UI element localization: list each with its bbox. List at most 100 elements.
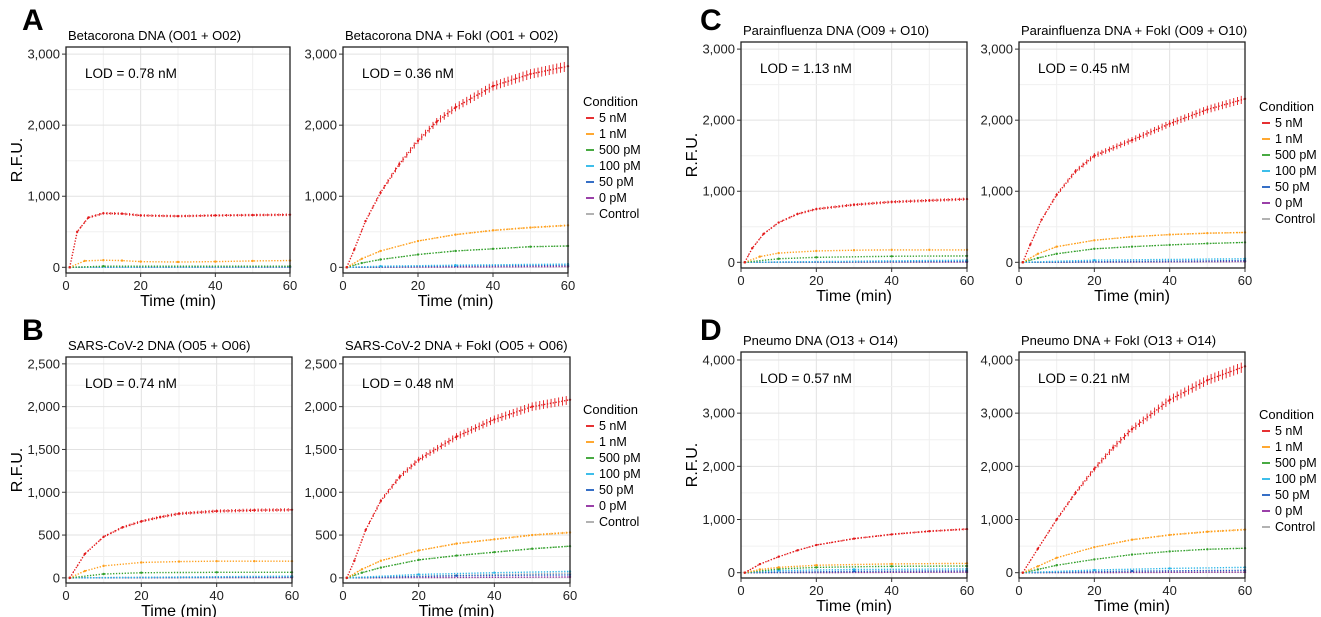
legend-3: Condition 5 nM 1 nM 500 pM 100 pM 50 pM 0 pM Co… [1259,99,1317,226]
plot-3: SARS-CoV-2 DNA (O05 + O06) 0 500 1,000 1,500… [9,338,299,617]
legend-label: 100 pM [599,467,641,481]
legend-item: 0 pM [1262,196,1303,210]
data-point [852,537,856,540]
data-point [1021,261,1024,264]
data-point [1055,245,1058,248]
data-point [1055,252,1058,255]
y-tick-label: 500 [315,528,337,543]
plot-title: Pneumo DNA + FokI (O13 + O14) [1021,333,1216,348]
legend-item: 5 nM [586,419,627,433]
plot-title: Betacorona DNA + FokI (O01 + O02) [345,28,558,43]
legend-item: Control [586,515,639,529]
panel-letter-b: B [22,314,44,347]
plot-8: Pneumo DNA + FokI (O13 + O14) 0 1,000 2,000… [980,333,1252,615]
x-tick-label: 60 [1238,273,1252,288]
data-point [1036,252,1040,255]
data-point [1168,567,1171,570]
legend-label: 1 nM [1275,440,1303,454]
data-point [120,259,124,262]
data-point [1055,556,1058,559]
legend-label: Control [1275,520,1315,534]
data-point [815,207,818,211]
legend-item: 50 pM [1262,180,1310,194]
y-tick-label: 2,000 [702,113,735,128]
legend-item: 500 pM [586,451,641,465]
lod-annotation: LOD = 0.45 nM [1038,61,1130,76]
y-tick-label: 0 [330,570,337,585]
data-point [1055,518,1058,521]
y-tick-label: 0 [53,570,60,585]
series-5-nm [345,61,570,269]
x-tick-label: 20 [809,273,823,288]
legend-item: Control [586,207,639,221]
data-point [360,257,363,260]
data-point [815,249,818,253]
series-line [346,224,569,268]
data-point [1074,170,1077,173]
x-tick-label: 0 [339,588,346,603]
y-tick-label: 1,000 [27,485,60,500]
data-point [1130,427,1134,431]
data-point [815,566,818,569]
y-tick-label: 0 [53,260,60,275]
plot-title: SARS-CoV-2 DNA + FokI (O05 + O06) [345,338,568,353]
data-point [416,139,420,143]
data-point [1206,378,1209,382]
legend-title: Condition [583,402,638,417]
x-tick-label: 40 [884,273,898,288]
x-tick-label: 0 [737,273,744,288]
data-point [379,249,382,253]
data-point [360,571,364,574]
legend-label: 500 pM [1275,148,1317,162]
data-point [1206,242,1209,245]
y-tick-label: 0 [1006,565,1013,580]
data-point [102,535,105,538]
plot-1: Betacorona DNA (O01 + O02) 0 1,000 2,000 3,0… [9,28,297,310]
lod-annotation: LOD = 0.36 nM [362,66,454,81]
plot-7: Pneumo DNA (O13 + O14) 0 1,000 2,000 3,000 4,… [684,333,974,615]
data-point [140,571,143,574]
series-5-nm [743,527,969,574]
data-point [139,260,142,263]
series-line [346,572,570,579]
data-point [796,212,799,216]
data-point [890,562,893,566]
x-axis-title: Time (min) [816,598,892,615]
series-line [346,263,568,268]
data-point [1036,256,1040,260]
series-5-nm [743,197,969,264]
series-1-nm [1021,231,1247,264]
legend-title: Condition [1259,99,1314,114]
data-point [102,259,105,262]
series-5-nm [68,508,294,580]
data-point [215,571,218,574]
legend-label: 500 pM [599,451,641,465]
data-point [491,247,495,251]
series-line [1022,571,1245,574]
legend-label: 5 nM [1275,116,1303,130]
plots-layer: Betacorona DNA (O01 + O02) 0 1,000 2,000 3,0… [9,23,1252,617]
legend-label: 1 nM [1275,132,1303,146]
data-point [1074,491,1077,495]
data-point [758,562,762,566]
data-point [1130,235,1134,238]
series-line [69,560,292,579]
x-tick-label: 40 [209,588,223,603]
y-axis-title: R.F.U. [9,448,26,492]
plot-5: Parainfluenza DNA (O09 + O10) 0 1,000 2,000… [684,23,974,305]
x-tick-label: 0 [1015,583,1022,598]
data-point [177,512,181,515]
data-point [1206,231,1209,235]
x-tick-label: 0 [62,278,69,293]
legend-title: Condition [1259,407,1314,422]
legend-label: 0 pM [599,191,627,205]
legend-title: Condition [583,94,638,109]
legend-item: 500 pM [586,143,641,157]
legend-label: Control [1275,212,1315,226]
data-point [1130,138,1134,142]
plot-6: Parainfluenza DNA + FokI (O09 + O10) 0 1,0… [980,23,1252,305]
legend-item: 5 nM [1262,424,1303,438]
data-point [215,559,218,563]
y-tick-label: 2,000 [702,459,735,474]
legend-item: 0 pM [586,499,627,513]
